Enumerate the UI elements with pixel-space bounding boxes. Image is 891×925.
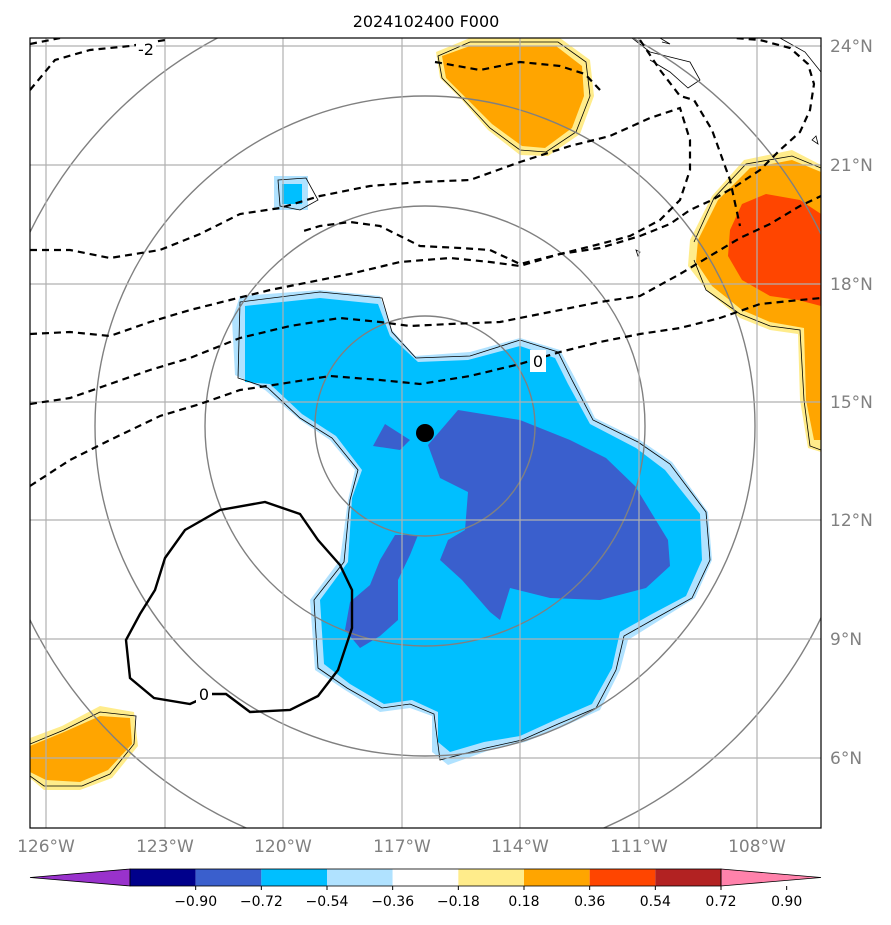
colorbar-tick-label: 0.36 [574,894,605,910]
map-title: 2024102400 F000 [353,12,500,31]
negative-anomaly-dark-south [345,535,418,648]
colorbar-tick-label: −0.90 [174,894,217,910]
colorbar-extend-min [29,868,131,887]
lat-label: 9°N [830,630,862,650]
lat-label: 21°N [830,156,873,176]
colorbar-swatch [392,869,459,886]
graticule [30,38,821,828]
colorbar-tick-label: 0.90 [771,894,802,910]
lon-label: 123°W [136,837,194,857]
lat-label: 12°N [830,511,873,531]
colorbar-extend-max [720,868,822,887]
colorbar-swatch [655,869,721,886]
positive-anomaly-southwest [30,716,132,782]
lon-label: 111°W [610,837,668,857]
negative-anomaly-dark-west [373,424,410,450]
colorbar-swatch [524,869,590,886]
colorbar-outline [129,868,722,887]
colorbar-tick-label: −0.18 [437,894,480,910]
colorbar-tick-label: −0.36 [371,894,414,910]
colorbar-swatch [327,869,393,886]
contour-label-bg [136,38,156,60]
colorbar-swatch [130,869,196,886]
storm-center-marker [416,424,434,442]
positive-anomaly-top [442,46,584,148]
colorbar-swatch [261,869,327,886]
colorbar-tick-label: 0.54 [640,894,671,910]
colorbar-swatch [195,869,262,886]
lat-label: 24°N [830,37,873,57]
lat-label: 18°N [830,275,873,295]
contour-label-zero-solid: 0 [199,685,209,704]
lon-label: 114°W [491,837,549,857]
colorbar-tick-label: 0.72 [705,894,736,910]
colorbar-tick-label: −0.72 [240,894,283,910]
contour-label-zero-dashed: 0 [533,352,543,371]
map-area: -2 0 0 [30,38,821,828]
lat-label: 15°N [830,393,873,413]
lat-label: 6°N [830,749,862,769]
latitude-labels: 24°N 21°N 18°N 15°N 12°N 9°N 6°N [830,37,873,769]
zero-solid-contour [124,500,354,714]
longitude-labels: 126°W 123°W 120°W 117°W 114°W 111°W 108°… [17,837,786,857]
colorbar-swatch [589,869,656,886]
range-rings [30,38,821,828]
map-frame [29,37,822,829]
lon-label: 126°W [17,837,75,857]
positive-anomaly-east-core [728,194,821,306]
small-negative-patch [282,184,302,204]
colorbar-swatch [458,869,524,886]
colorbar-tick-label: −0.54 [306,894,349,910]
lon-label: 117°W [373,837,431,857]
colorbar-tick-label: 0.18 [508,894,539,910]
negative-anomaly-dark [428,410,670,620]
colorbar: −0.90 −0.72 −0.54 −0.36 −0.18 0.18 0.36 0.54 0.7… [29,868,822,910]
contour-label-bg [196,683,212,705]
dashed-contours [30,38,821,487]
lon-label: 120°W [254,837,312,857]
lon-label: 108°W [728,837,786,857]
contour-label-bg [530,350,546,372]
contour-label-neg2: -2 [138,40,154,59]
